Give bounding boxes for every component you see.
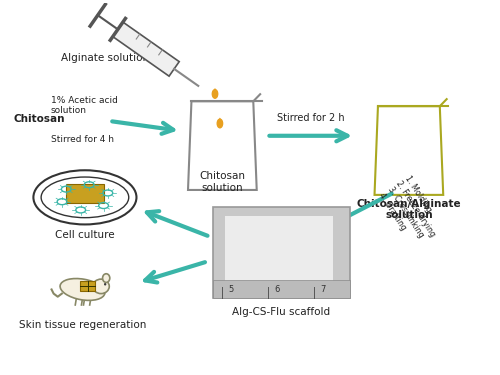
Text: Skin tissue regeneration: Skin tissue regeneration bbox=[19, 321, 146, 330]
Bar bbox=[212, 207, 350, 298]
Polygon shape bbox=[80, 281, 95, 291]
Text: Chitosan
solution: Chitosan solution bbox=[200, 171, 246, 193]
Ellipse shape bbox=[104, 284, 106, 285]
Text: Cell culture: Cell culture bbox=[55, 230, 114, 240]
Polygon shape bbox=[374, 106, 443, 195]
Ellipse shape bbox=[217, 119, 222, 128]
Ellipse shape bbox=[93, 279, 110, 294]
Text: 5: 5 bbox=[228, 285, 234, 294]
Text: Alginate solution: Alginate solution bbox=[60, 53, 148, 63]
Bar bbox=[225, 216, 333, 283]
Ellipse shape bbox=[102, 274, 110, 282]
Ellipse shape bbox=[60, 279, 105, 300]
Text: 1% Acetic acid
solution: 1% Acetic acid solution bbox=[50, 96, 117, 115]
Ellipse shape bbox=[212, 90, 218, 98]
Polygon shape bbox=[374, 159, 443, 195]
Polygon shape bbox=[188, 101, 256, 190]
Text: 1. Molding
2. Freeze-drying
3. Crosslinking
4. Grafting: 1. Molding 2. Freeze-drying 3. Crosslink… bbox=[377, 174, 446, 250]
Bar bbox=[212, 280, 350, 298]
Ellipse shape bbox=[34, 170, 136, 225]
Polygon shape bbox=[66, 183, 104, 203]
Text: Chitosan: Chitosan bbox=[14, 114, 66, 123]
Text: Chitosan/Alginate
solution: Chitosan/Alginate solution bbox=[356, 199, 461, 220]
Polygon shape bbox=[217, 117, 222, 122]
Text: Stirred for 2 h: Stirred for 2 h bbox=[277, 114, 344, 123]
Text: Stirred for 4 h: Stirred for 4 h bbox=[50, 135, 114, 144]
Polygon shape bbox=[113, 22, 179, 76]
Text: Alg-CS-Flu scaffold: Alg-CS-Flu scaffold bbox=[232, 307, 330, 317]
Polygon shape bbox=[212, 88, 218, 93]
Text: 7: 7 bbox=[320, 285, 325, 294]
Text: 6: 6 bbox=[274, 285, 280, 294]
